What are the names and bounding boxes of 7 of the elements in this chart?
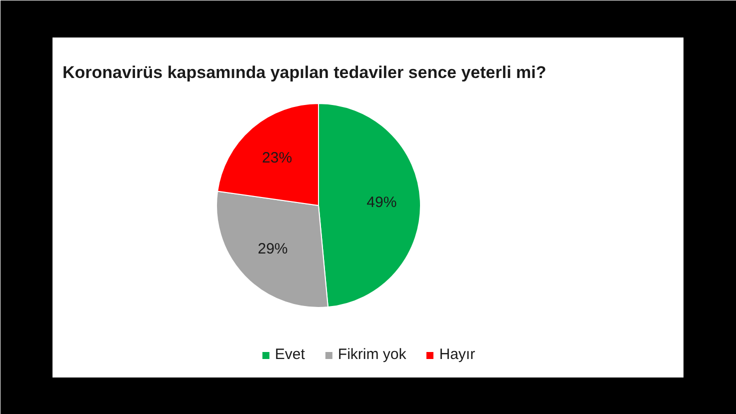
- data-label: 49%: [366, 194, 397, 212]
- data-label: 29%: [258, 240, 288, 258]
- legend-label: Hayır: [439, 346, 476, 363]
- legend-label: Fikrim yok: [338, 346, 406, 363]
- legend-label: Evet: [274, 346, 305, 363]
- chart-title: Koronavirüs kapsamında yapılan tedaviler sence yeterli mi?: [62, 63, 546, 82]
- data-label: 23%: [262, 149, 292, 166]
